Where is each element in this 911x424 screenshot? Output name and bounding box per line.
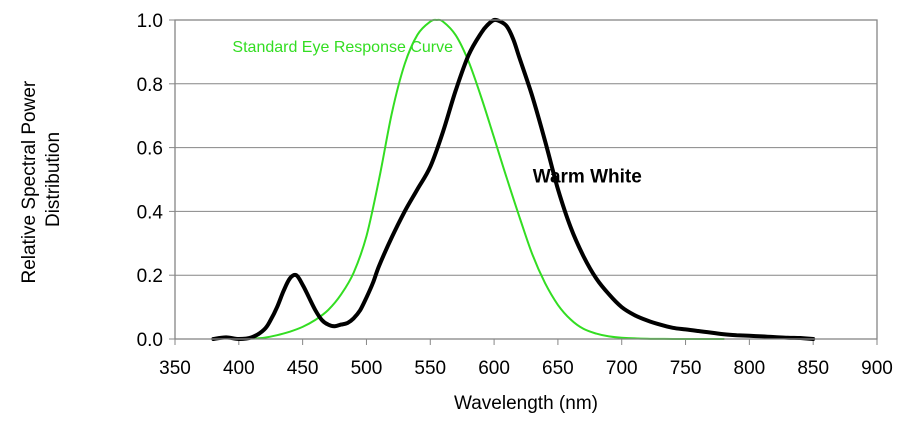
x-tick-label: 750 (670, 358, 702, 379)
y-tick-label: 0.4 (137, 202, 164, 223)
x-tick-label: 900 (861, 358, 893, 379)
x-tick-label: 550 (414, 358, 446, 379)
y-tick-label: 0.2 (137, 266, 163, 287)
y-tick-label: 0.8 (137, 75, 163, 96)
annotation-label: Warm White (533, 167, 642, 188)
series-line-standard-eye-response-curve (250, 18, 725, 341)
y-tick-label: 1.0 (137, 11, 163, 32)
data-series (211, 17, 816, 341)
series-line-warm-white (211, 17, 816, 341)
x-tick-label: 500 (351, 358, 383, 379)
x-axis-tick-labels: 350 400 450 500 550 600 650 700 750 800 850 900 (159, 339, 893, 379)
x-tick-label: 350 (159, 358, 191, 379)
y-axis-tick-labels: 0.0 0.2 0.4 0.6 0.8 1.0 (137, 11, 175, 351)
plot-area-border (174, 19, 878, 340)
annotation-label: Standard Eye Response Curve (232, 39, 453, 56)
gridlines (175, 19, 877, 340)
y-axis-label: Relative Spectral Power Distribution (19, 75, 64, 283)
x-tick-label: 700 (606, 358, 638, 379)
x-tick-label: 650 (542, 358, 574, 379)
x-axis-label: Wavelength (nm) (454, 393, 598, 414)
x-tick-label: 450 (287, 358, 319, 379)
y-tick-label: 0.6 (137, 139, 163, 160)
annotations: Standard Eye Response Curve Warm White (232, 39, 641, 188)
y-axis-label-line-2: Distribution (43, 132, 64, 227)
y-axis-label-line-1: Relative Spectral Power (19, 80, 40, 283)
x-tick-label: 850 (797, 358, 829, 379)
x-tick-label: 400 (223, 358, 255, 379)
x-tick-label: 800 (734, 358, 766, 379)
x-tick-label: 600 (478, 358, 510, 379)
y-tick-label: 0.0 (137, 330, 163, 351)
